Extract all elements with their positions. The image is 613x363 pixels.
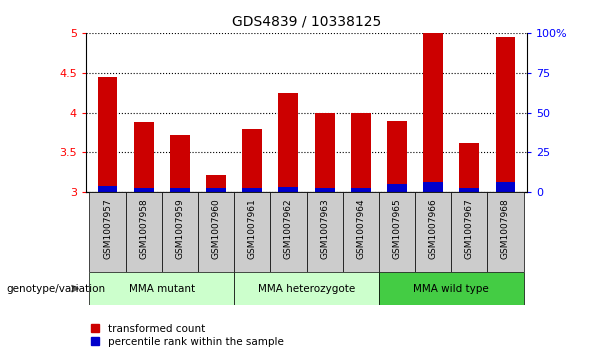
Bar (351, 113, 371, 192)
Bar (314, 113, 335, 192)
Bar (451, 192, 487, 272)
Text: MMA heterozygote: MMA heterozygote (258, 284, 355, 294)
Bar (459, 188, 479, 192)
Bar (343, 192, 379, 272)
Bar (379, 272, 524, 305)
Title: GDS4839 / 10338125: GDS4839 / 10338125 (232, 15, 381, 29)
Bar (379, 192, 415, 272)
Bar (89, 192, 126, 272)
Text: GSM1007968: GSM1007968 (501, 198, 510, 259)
Bar (170, 135, 190, 192)
Bar (278, 93, 299, 192)
Text: GSM1007965: GSM1007965 (392, 198, 402, 259)
Bar (234, 192, 270, 272)
Text: GSM1007961: GSM1007961 (248, 198, 257, 259)
Bar (495, 37, 516, 192)
Bar (415, 192, 451, 272)
Text: GSM1007962: GSM1007962 (284, 198, 293, 259)
Bar (487, 192, 524, 272)
Bar (314, 188, 335, 192)
Bar (234, 272, 379, 305)
Text: GSM1007957: GSM1007957 (103, 198, 112, 259)
Text: MMA wild type: MMA wild type (413, 284, 489, 294)
Bar (306, 192, 343, 272)
Bar (134, 188, 154, 192)
Bar (242, 129, 262, 192)
Bar (97, 186, 118, 192)
Text: GSM1007960: GSM1007960 (211, 198, 221, 259)
Bar (206, 188, 226, 192)
Bar (278, 187, 299, 192)
Bar (206, 175, 226, 192)
Bar (351, 188, 371, 192)
Text: GSM1007967: GSM1007967 (465, 198, 474, 259)
Bar (134, 122, 154, 192)
Bar (387, 184, 407, 192)
Text: GSM1007959: GSM1007959 (175, 198, 185, 259)
Bar (198, 192, 234, 272)
Bar (423, 33, 443, 192)
Bar (242, 188, 262, 192)
Bar (89, 272, 234, 305)
Text: GSM1007964: GSM1007964 (356, 198, 365, 259)
Text: GSM1007963: GSM1007963 (320, 198, 329, 259)
Bar (162, 192, 198, 272)
Text: MMA mutant: MMA mutant (129, 284, 195, 294)
Legend: transformed count, percentile rank within the sample: transformed count, percentile rank withi… (91, 324, 284, 347)
Bar (170, 188, 190, 192)
Bar (423, 182, 443, 192)
Bar (459, 143, 479, 192)
Bar (126, 192, 162, 272)
Text: genotype/variation: genotype/variation (6, 284, 105, 294)
Text: GSM1007966: GSM1007966 (428, 198, 438, 259)
Bar (387, 121, 407, 192)
Bar (270, 192, 306, 272)
Bar (97, 77, 118, 192)
Bar (495, 182, 516, 192)
Text: GSM1007958: GSM1007958 (139, 198, 148, 259)
